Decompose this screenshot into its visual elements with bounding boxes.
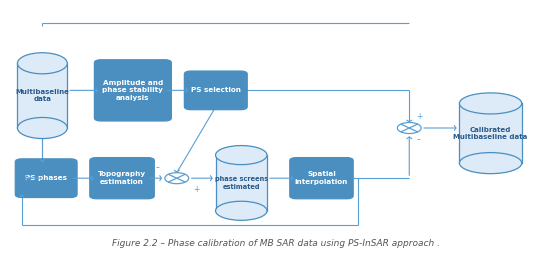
- Ellipse shape: [460, 93, 521, 114]
- Ellipse shape: [216, 201, 267, 220]
- Text: PS selection: PS selection: [191, 87, 241, 93]
- Text: Figure 2.2 – Phase calibration of MB SAR data using PS-InSAR approach .: Figure 2.2 – Phase calibration of MB SAR…: [112, 239, 441, 248]
- Text: +: +: [416, 112, 422, 121]
- FancyBboxPatch shape: [95, 60, 171, 121]
- Circle shape: [398, 122, 421, 134]
- Bar: [18, 63, 67, 128]
- FancyBboxPatch shape: [15, 159, 77, 197]
- Circle shape: [165, 173, 189, 184]
- Ellipse shape: [18, 53, 67, 74]
- FancyBboxPatch shape: [290, 158, 353, 199]
- Text: Topography
estimation: Topography estimation: [98, 172, 146, 185]
- Text: +: +: [194, 185, 200, 195]
- FancyBboxPatch shape: [90, 158, 154, 199]
- Text: Spatial
interpolation: Spatial interpolation: [295, 172, 348, 185]
- Ellipse shape: [216, 146, 267, 165]
- Ellipse shape: [18, 118, 67, 138]
- Ellipse shape: [460, 153, 521, 174]
- Text: PS phases: PS phases: [25, 175, 67, 181]
- Bar: [460, 103, 521, 163]
- Text: phase screens
estimated: phase screens estimated: [215, 176, 268, 190]
- Text: Calibrated
Multibaseline data: Calibrated Multibaseline data: [453, 126, 528, 140]
- FancyBboxPatch shape: [184, 71, 247, 110]
- Text: –: –: [417, 135, 421, 144]
- Text: Multibaseline
data: Multibaseline data: [15, 89, 69, 102]
- Text: –: –: [156, 163, 160, 172]
- Bar: [216, 155, 267, 211]
- Text: Amplitude and
phase stability
analysis: Amplitude and phase stability analysis: [102, 80, 163, 101]
